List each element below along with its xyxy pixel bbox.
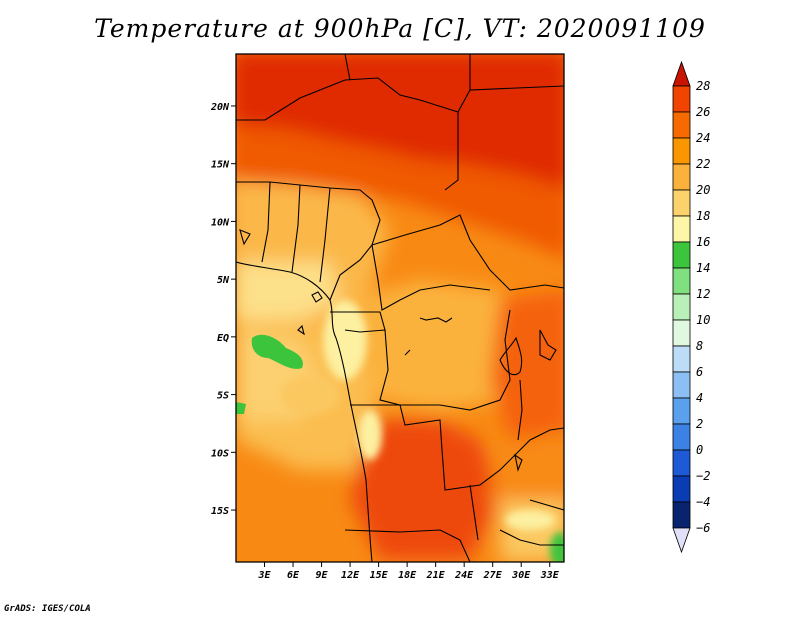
map-title: Temperature at 900hPa [C], VT: 202009110… bbox=[94, 14, 706, 43]
cool-patch-atlantic bbox=[251, 334, 303, 369]
colorbar-swatch bbox=[672, 137, 691, 165]
lon-tick-label: 30E bbox=[511, 570, 531, 581]
colorbar-label: 20 bbox=[696, 183, 710, 197]
colorbar-label: −6 bbox=[696, 521, 710, 535]
colorbar-label: 22 bbox=[696, 157, 710, 171]
colorbar-label: 12 bbox=[696, 287, 710, 301]
lon-tick-label: 9E bbox=[316, 570, 329, 581]
colorbar-swatch bbox=[672, 163, 691, 191]
lon-tick-label: 21E bbox=[426, 570, 446, 581]
latitude-axis: 20N 15N 10N 5N EQ 5S 10S 15S bbox=[210, 102, 236, 517]
colorbar-swatch bbox=[672, 319, 691, 347]
colorbar-label: 18 bbox=[696, 209, 710, 223]
colorbar-label: 14 bbox=[696, 261, 710, 275]
colorbar-label: 16 bbox=[696, 235, 710, 249]
lon-tick-label: 6E bbox=[287, 570, 300, 581]
colorbar-bottom-arrow bbox=[672, 527, 691, 554]
colorbar-label: 6 bbox=[696, 365, 703, 379]
colorbar-label: 28 bbox=[696, 79, 710, 93]
colorbar-swatch bbox=[672, 111, 691, 139]
colorbar-swatch bbox=[672, 189, 691, 217]
colorbar-label: 4 bbox=[696, 391, 703, 405]
lon-tick-label: 33E bbox=[540, 570, 560, 581]
map-frame bbox=[235, 53, 565, 563]
colorbar-swatch bbox=[672, 267, 691, 295]
lat-tick-label: 15S bbox=[211, 506, 229, 517]
temperature-field bbox=[236, 54, 564, 562]
colorbar-swatch bbox=[672, 397, 691, 425]
grads-credit: GrADS: IGES/COLA bbox=[4, 604, 91, 614]
lat-tick-label: 5N bbox=[217, 275, 230, 286]
colorbar-swatch bbox=[672, 293, 691, 321]
lon-tick-label: 18E bbox=[398, 570, 417, 581]
colorbar-swatch bbox=[672, 449, 691, 477]
lat-tick-label: 10N bbox=[211, 217, 230, 228]
country-borders bbox=[236, 54, 564, 562]
lon-tick-label: 12E bbox=[341, 570, 360, 581]
lat-tick-label: 20N bbox=[210, 102, 230, 113]
lat-tick-label: 5S bbox=[217, 391, 229, 402]
colorbar-label: 0 bbox=[696, 443, 703, 457]
lat-tick-label: 15N bbox=[211, 160, 230, 171]
longitude-axis: 3E 6E 9E 12E 15E 18E 21E 24E 27E 30E 33E bbox=[257, 562, 560, 581]
colorbar-swatch bbox=[672, 423, 691, 451]
colorbar-label: 26 bbox=[696, 105, 710, 119]
lon-tick-label: 15E bbox=[370, 570, 389, 581]
colorbar-swatch bbox=[672, 475, 691, 503]
lon-tick-label: 3E bbox=[257, 570, 271, 581]
colorbar-label: 10 bbox=[696, 313, 710, 327]
colorbar-label: −4 bbox=[696, 495, 710, 509]
colorbar-swatch bbox=[672, 241, 691, 269]
colorbar-label: 2 bbox=[696, 417, 703, 431]
colorbar-label: −2 bbox=[696, 469, 710, 483]
colorbar-label: 24 bbox=[696, 131, 710, 145]
lon-tick-label: 27E bbox=[483, 570, 503, 581]
lat-tick-label: EQ bbox=[217, 333, 229, 344]
colorbar-top-arrow bbox=[672, 60, 691, 87]
lon-tick-label: 24E bbox=[454, 570, 474, 581]
colorbar-swatch bbox=[672, 501, 691, 529]
lat-tick-label: 10S bbox=[211, 448, 229, 459]
colorbar-swatch bbox=[672, 215, 691, 243]
colorbar-swatch bbox=[672, 371, 691, 399]
colorbar-swatch bbox=[672, 345, 691, 373]
colorbar-label: 8 bbox=[696, 339, 703, 353]
colorbar-swatch bbox=[672, 85, 691, 113]
